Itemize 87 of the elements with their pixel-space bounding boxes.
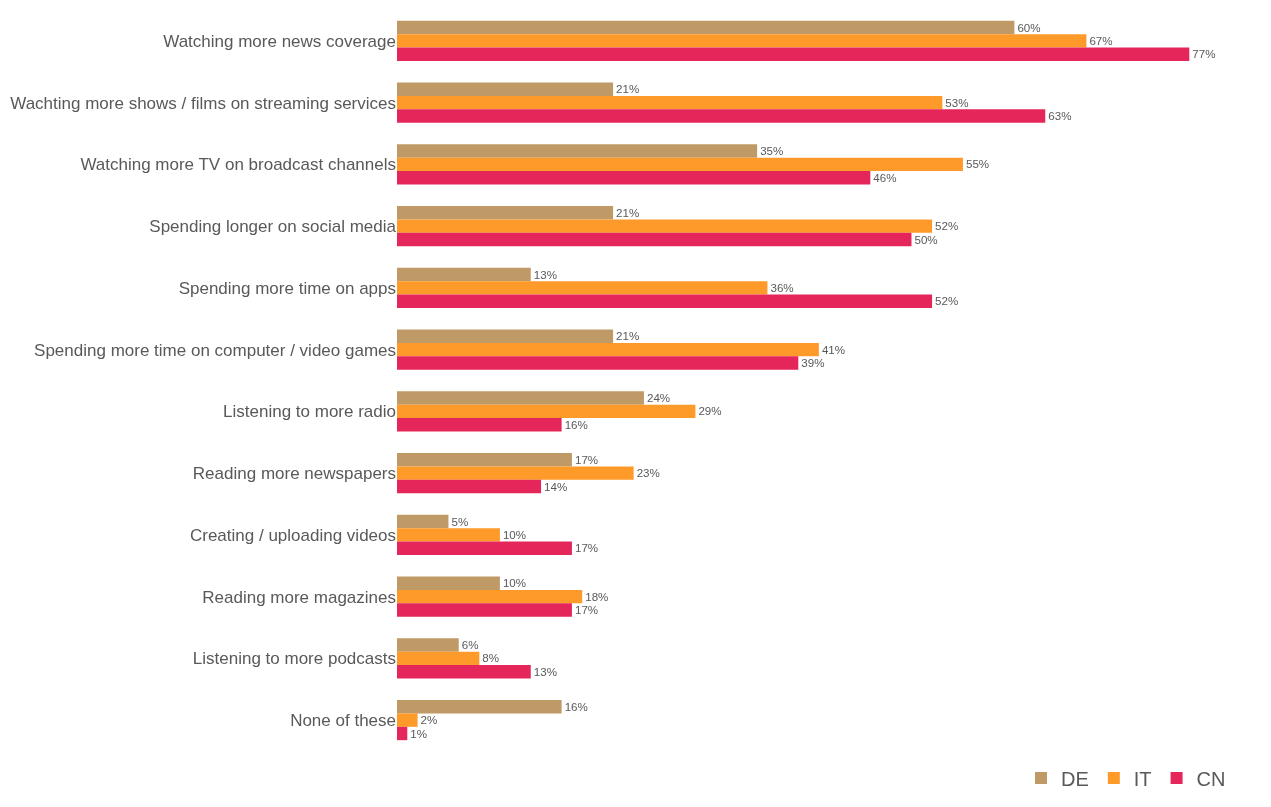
y-tick-label: Spending more time on computer / video games xyxy=(34,340,396,360)
data-label: 8% xyxy=(482,652,500,665)
data-label: 17% xyxy=(574,542,599,555)
bar xyxy=(397,391,644,405)
bar xyxy=(397,514,449,529)
legend-label: DE xyxy=(1061,767,1089,790)
data-label: 10% xyxy=(502,577,527,590)
y-tick-label: None of these xyxy=(290,711,396,731)
bar xyxy=(397,700,562,714)
data-label: 21% xyxy=(616,83,640,96)
bar xyxy=(397,528,500,542)
bar xyxy=(397,541,572,555)
data-label: 24% xyxy=(646,392,671,405)
data-label: 29% xyxy=(698,405,722,418)
data-label: 21% xyxy=(616,206,640,219)
data-label: 13% xyxy=(533,268,557,281)
bar xyxy=(397,281,768,295)
data-label: 6% xyxy=(461,639,479,652)
y-tick-label: Listening to more radio xyxy=(223,402,396,422)
bar xyxy=(397,726,408,741)
data-label: 52% xyxy=(935,295,959,308)
data-label: 63% xyxy=(1048,110,1072,123)
data-label: 21% xyxy=(616,330,640,343)
y-tick-label: Watching more TV on broadcast channels xyxy=(80,155,396,175)
data-label: 14% xyxy=(544,480,568,493)
bar xyxy=(397,219,933,233)
y-tick-label: Wachting more shows / films on streaming services xyxy=(10,93,396,113)
bar xyxy=(397,267,531,282)
bar xyxy=(397,109,1046,123)
y-tick-label: Listening to more podcasts xyxy=(192,649,396,669)
data-label: 53% xyxy=(945,96,969,109)
data-label: 55% xyxy=(965,158,990,171)
legend-label: IT xyxy=(1133,767,1152,790)
bar xyxy=(397,576,500,590)
bar xyxy=(397,479,542,494)
bar xyxy=(397,466,634,480)
bar xyxy=(397,144,758,158)
y-tick-label: Reading more newspapers xyxy=(192,464,396,484)
bar xyxy=(397,404,696,419)
data-label: 16% xyxy=(564,700,588,713)
data-label: 39% xyxy=(801,357,825,370)
y-tick-label: Creating / uploading videos xyxy=(189,525,396,545)
data-label: 1% xyxy=(410,727,428,740)
bar xyxy=(397,82,614,96)
y-tick-label: Reading more magazines xyxy=(202,587,396,607)
data-label: 67% xyxy=(1089,34,1113,47)
data-label: 52% xyxy=(935,220,959,233)
y-tick-label: Spending more time on apps xyxy=(178,278,396,298)
data-label: 36% xyxy=(770,281,794,294)
data-label: 50% xyxy=(914,233,938,246)
bar xyxy=(397,232,912,247)
data-label: 16% xyxy=(564,418,588,431)
data-label: 13% xyxy=(533,665,557,678)
bar xyxy=(397,665,531,679)
legend-label: CN xyxy=(1196,767,1226,790)
data-label: 17% xyxy=(574,604,599,617)
bar xyxy=(397,589,583,604)
data-label: 18% xyxy=(585,590,609,603)
bar xyxy=(397,34,1087,48)
bar xyxy=(397,294,933,308)
data-label: 46% xyxy=(873,171,897,184)
bar xyxy=(397,638,459,652)
bar xyxy=(397,418,562,432)
y-tick-label: Watching more news coverage xyxy=(163,31,396,51)
bar xyxy=(397,171,871,185)
y-tick-label: Spending longer on social media xyxy=(149,217,397,237)
bar xyxy=(397,47,1190,61)
data-label: 17% xyxy=(574,453,599,466)
bar xyxy=(397,329,614,343)
bar xyxy=(397,20,1015,35)
bar xyxy=(397,342,819,357)
bar xyxy=(397,356,799,370)
bar xyxy=(397,206,614,220)
data-label: 10% xyxy=(502,528,527,541)
bar xyxy=(397,651,480,666)
bar xyxy=(397,453,572,467)
data-label: 77% xyxy=(1192,48,1216,61)
data-label: 2% xyxy=(420,714,438,727)
bar xyxy=(397,95,943,110)
data-label: 5% xyxy=(451,515,469,528)
bar xyxy=(397,713,418,727)
bar xyxy=(397,603,572,617)
bar xyxy=(397,157,963,172)
data-label: 41% xyxy=(821,343,846,356)
data-label: 23% xyxy=(636,467,660,480)
data-label: 60% xyxy=(1017,21,1041,34)
data-label: 35% xyxy=(760,145,784,158)
